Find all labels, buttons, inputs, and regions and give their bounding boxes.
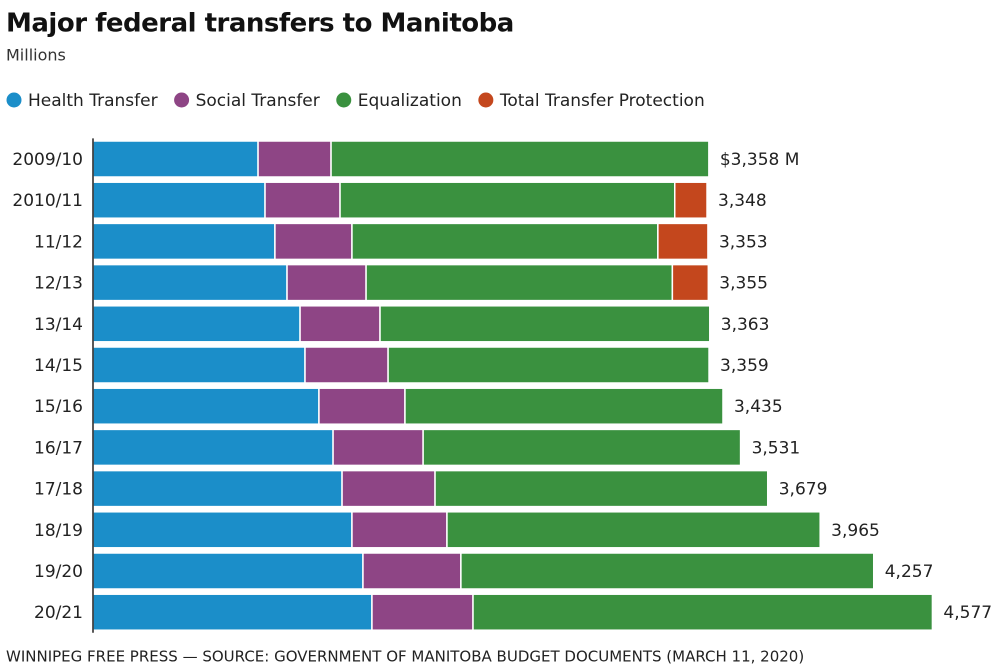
y-tick-label: 20/21 bbox=[34, 603, 83, 623]
total-label: 3,353 bbox=[719, 232, 768, 252]
total-label: 3,363 bbox=[721, 315, 770, 335]
y-tick-label: 16/17 bbox=[34, 438, 83, 458]
total-label: 3,531 bbox=[752, 438, 801, 458]
bar-segment bbox=[92, 305, 301, 343]
bar-segment bbox=[274, 222, 353, 261]
legend-label: Total Transfer Protection bbox=[499, 91, 705, 111]
total-label: 4,577 bbox=[943, 603, 992, 623]
chart-title: Major federal transfers to Manitoba bbox=[6, 9, 514, 39]
bar-segment bbox=[446, 511, 821, 549]
legend-swatch bbox=[174, 92, 190, 108]
bar-segment bbox=[365, 263, 674, 302]
legend-swatch bbox=[478, 92, 494, 108]
legend: Health Transfer Social Transfer Equalizati… bbox=[6, 91, 705, 111]
total-label: 3,355 bbox=[719, 274, 768, 294]
bar-segment bbox=[286, 263, 367, 302]
bar-segment bbox=[92, 469, 343, 508]
bar-segment bbox=[460, 552, 875, 590]
total-label: 4,257 bbox=[885, 562, 934, 582]
bar-segment bbox=[92, 222, 276, 261]
bar-segment bbox=[341, 469, 436, 508]
bar-segment bbox=[379, 305, 711, 343]
bar-segment bbox=[92, 346, 306, 384]
bar-segment bbox=[330, 140, 710, 178]
total-label: 3,359 bbox=[720, 356, 769, 376]
bar-segment bbox=[92, 552, 364, 590]
total-label: 3,435 bbox=[734, 397, 783, 417]
bar-segment bbox=[299, 305, 381, 343]
bar-segment bbox=[371, 593, 474, 631]
y-tick-label: 12/13 bbox=[34, 274, 83, 294]
legend-swatch bbox=[336, 92, 352, 108]
y-tick-label: 2010/11 bbox=[12, 191, 83, 211]
bar-segment bbox=[657, 222, 709, 261]
bar-segment bbox=[304, 346, 389, 384]
source: WINNIPEG FREE PRESS — SOURCE: GOVERNMENT… bbox=[6, 648, 804, 666]
y-tick-label: 13/14 bbox=[34, 315, 83, 335]
total-label: $3,358 M bbox=[720, 150, 800, 170]
bar-segment bbox=[422, 428, 742, 467]
bar-segment bbox=[92, 140, 259, 178]
bar-segment bbox=[404, 387, 724, 425]
y-tick-label: 2009/10 bbox=[12, 150, 83, 170]
bar-segment bbox=[318, 387, 406, 425]
bar-segment bbox=[92, 263, 288, 302]
bar-segment bbox=[332, 428, 424, 467]
y-tick-label: 14/15 bbox=[34, 356, 83, 376]
bar-segment bbox=[387, 346, 710, 384]
total-label: 3,348 bbox=[718, 191, 767, 211]
bar-segment bbox=[339, 181, 676, 219]
y-tick-label: 18/19 bbox=[34, 521, 83, 541]
y-tick-label: 19/20 bbox=[34, 562, 83, 582]
bar-segment bbox=[351, 511, 448, 549]
bar-segment bbox=[362, 552, 462, 590]
bar-segment bbox=[92, 593, 373, 631]
legend-swatch bbox=[6, 92, 22, 108]
chart-subtitle: Millions bbox=[6, 46, 66, 65]
bar-segment bbox=[472, 593, 934, 631]
bar-segment bbox=[434, 469, 769, 508]
y-tick-label: 15/16 bbox=[34, 397, 83, 417]
bar-segment bbox=[351, 222, 659, 261]
y-tick-label: 11/12 bbox=[34, 232, 83, 252]
bar-segment bbox=[92, 387, 320, 425]
total-label: 3,679 bbox=[779, 480, 828, 500]
legend-label: Equalization bbox=[358, 91, 462, 111]
bar-segment bbox=[92, 181, 266, 219]
bar-segment bbox=[264, 181, 341, 219]
y-tick-label: 17/18 bbox=[34, 480, 83, 500]
legend-label: Health Transfer bbox=[28, 91, 158, 111]
total-label: 3,965 bbox=[831, 521, 880, 541]
bar-segment bbox=[671, 263, 710, 302]
bar-segment bbox=[92, 511, 353, 549]
legend-label: Social Transfer bbox=[196, 91, 320, 111]
bar-segment bbox=[92, 428, 334, 467]
bar-segment bbox=[673, 181, 708, 219]
bar-segment bbox=[257, 140, 332, 178]
